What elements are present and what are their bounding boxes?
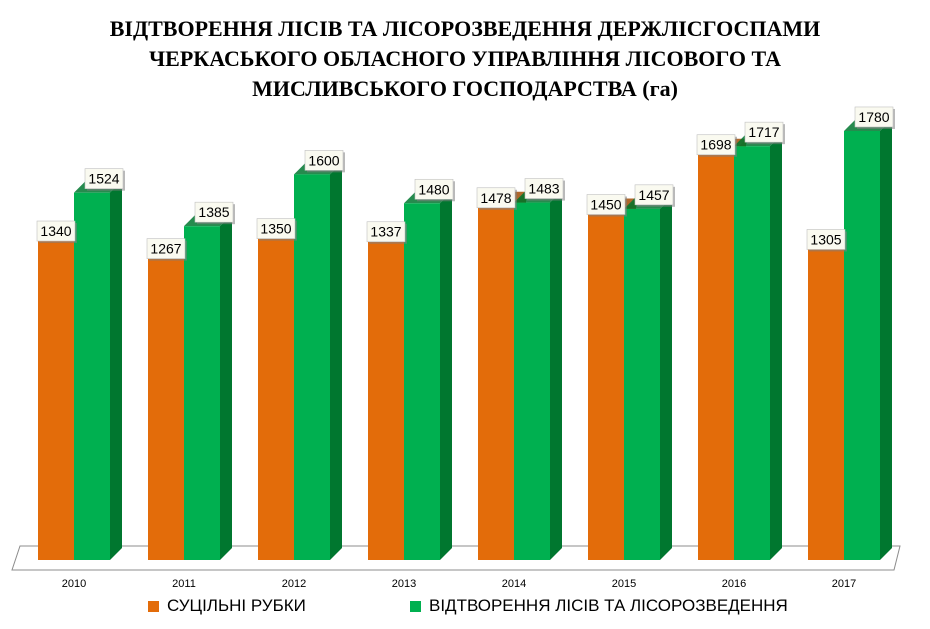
data-label-box-2017-s0 [806, 229, 846, 250]
data-label-box-2010-s0 [36, 220, 76, 242]
data-label-box-2011-s1 [194, 201, 234, 223]
chart-title-line-3: МИСЛИВСЬКОГО ГОСПОДАРСТВА (га) [252, 76, 678, 101]
bar-2012-s1 [294, 174, 330, 560]
legend-item-cutting: СУЦІЛЬНІ РУБКИ [148, 596, 306, 616]
data-label-2010-s1: 1524 [88, 171, 119, 187]
data-label-box-2016-s0 [696, 134, 736, 156]
bar-2016-s0 [698, 150, 734, 560]
x-tick-label-2012: 2012 [282, 578, 306, 590]
bar-2011-s1 [184, 226, 220, 560]
data-label-2015-s1: 1457 [638, 187, 669, 203]
x-tick-label-2015: 2015 [612, 578, 636, 590]
x-tick-label-2016: 2016 [722, 578, 746, 590]
bar-2010-s1 [74, 192, 110, 560]
chart-title-line-1: ВІДТВОРЕННЯ ЛІСІВ ТА ЛІСОРОЗВЕДЕННЯ ДЕРЖ… [109, 16, 821, 41]
data-label-box-2011-s0 [146, 238, 186, 259]
data-label-2012-s0: 1350 [260, 221, 291, 237]
bar-side-2012-s1 [330, 162, 342, 560]
data-label-2010-s0: 1340 [40, 223, 71, 239]
bar-2012-s0 [258, 234, 294, 560]
bar-side-2013-s1 [440, 191, 452, 561]
data-label-box-2010-s1 [84, 168, 124, 189]
bar-2014-s0 [478, 203, 514, 560]
data-label-box-2014-s0 [476, 187, 516, 209]
data-label-box-2016-s1 [744, 121, 784, 143]
bar-2014-s1 [514, 202, 550, 561]
data-label-2013-s0: 1337 [370, 224, 401, 240]
x-tick-label-2014: 2014 [502, 578, 526, 590]
bar-2016-s1 [734, 146, 770, 560]
data-label-2015-s0: 1450 [590, 197, 621, 213]
data-label-2014-s1: 1483 [528, 181, 559, 197]
data-label-2017-s0: 1305 [810, 231, 841, 247]
data-label-2013-s1: 1480 [418, 181, 449, 197]
bar-2011-s0 [148, 254, 184, 560]
x-tick-label-2013: 2013 [392, 578, 416, 590]
data-label-2011-s1: 1385 [198, 204, 229, 220]
legend-label-cutting: СУЦІЛЬНІ РУБКИ [167, 596, 306, 615]
x-tick-label-2017: 2017 [832, 578, 856, 590]
bar-side-2015-s1 [660, 196, 672, 561]
data-label-2017-s1: 1780 [858, 109, 889, 125]
data-label-box-2015-s1 [634, 184, 674, 206]
bar-2013-s1 [404, 203, 440, 561]
bar-side-2011-s1 [220, 214, 232, 560]
bar-side-2010-s1 [110, 180, 122, 560]
legend-item-reforestation: ВІДТВОРЕННЯ ЛІСІВ ТА ЛІСОРОЗВЕДЕННЯ [410, 596, 788, 616]
data-label-2014-s0: 1478 [480, 190, 511, 206]
bar-2010-s0 [38, 237, 74, 560]
data-label-box-2013-s1 [414, 178, 454, 200]
data-label-2012-s1: 1600 [308, 152, 339, 168]
data-label-box-2013-s0 [366, 221, 406, 243]
bar-2013-s0 [368, 237, 404, 560]
legend-label-reforestation: ВІДТВОРЕННЯ ЛІСІВ ТА ЛІСОРОЗВЕДЕННЯ [429, 596, 788, 615]
x-tick-label-2010: 2010 [62, 578, 86, 590]
chart-floor [11, 545, 901, 571]
bar-2017-s1 [844, 130, 880, 560]
data-label-2011-s0: 1267 [150, 241, 181, 257]
x-tick-label-2011: 2011 [172, 578, 196, 590]
data-label-box-2012-s0 [256, 218, 296, 239]
bar-2015-s0 [588, 210, 624, 560]
chart-title-line-2: ЧЕРКАСЬКОГО ОБЛАСНОГО УПРАВЛІННЯ ЛІСОВОГ… [149, 46, 781, 71]
legend-swatch-cutting [148, 600, 159, 612]
data-label-2016-s0: 1698 [700, 137, 731, 153]
bar-side-2016-s1 [770, 134, 782, 560]
bar-side-2014-s1 [550, 190, 562, 561]
bar-2015-s1 [624, 208, 660, 561]
bar-side-2017-s1 [880, 118, 892, 560]
bar-2017-s0 [808, 245, 844, 560]
legend-swatch-reforestation [410, 600, 421, 612]
data-label-box-2014-s1 [524, 178, 564, 199]
data-label-box-2015-s0 [586, 194, 626, 215]
data-label-2016-s1: 1717 [748, 124, 779, 140]
chart-title: ВІДТВОРЕННЯ ЛІСІВ ТА ЛІСОРОЗВЕДЕННЯ ДЕРЖ… [0, 14, 930, 104]
data-label-box-2017-s1 [854, 106, 894, 128]
data-label-box-2012-s1 [304, 150, 344, 171]
